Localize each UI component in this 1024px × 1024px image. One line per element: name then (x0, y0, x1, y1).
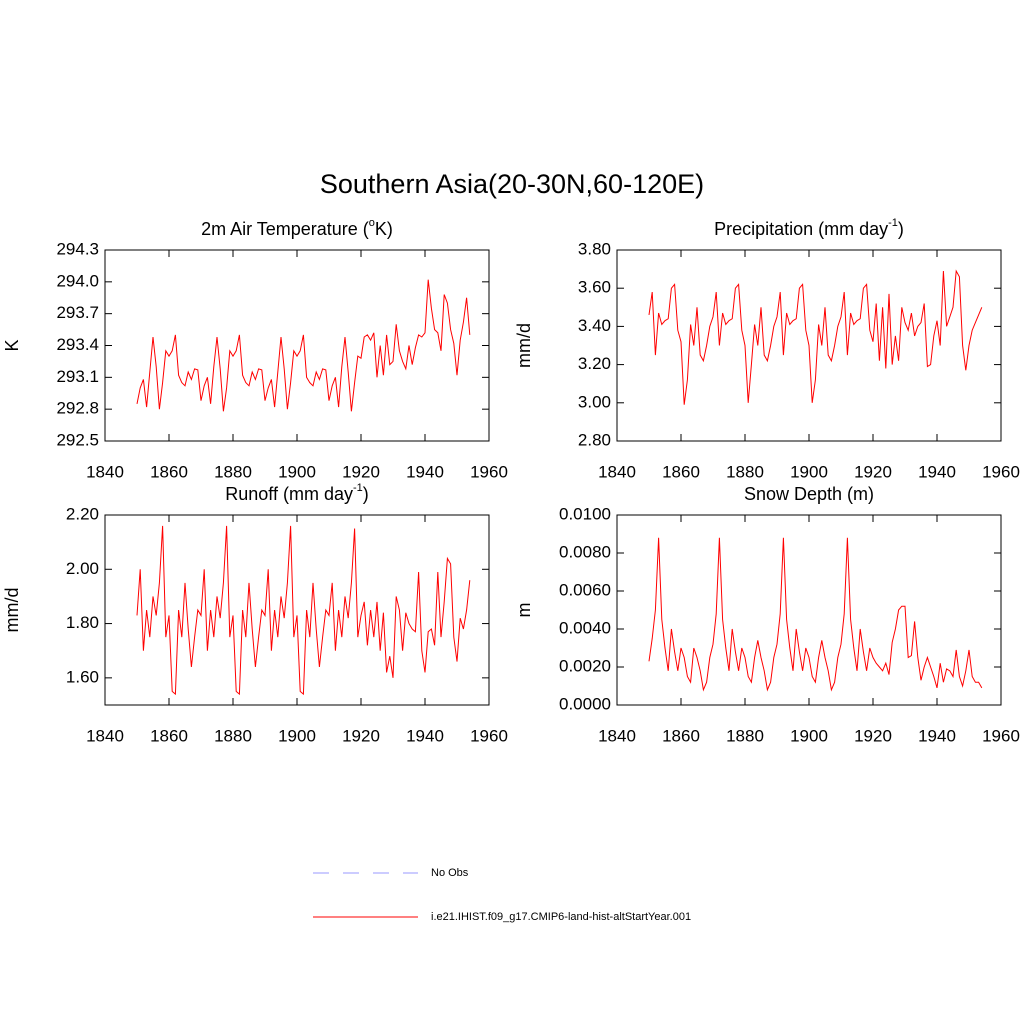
y-tick-label: 293.7 (56, 303, 99, 322)
title-sup: -1 (353, 482, 363, 494)
y-tick-label: 293.1 (56, 367, 99, 386)
data-line (648, 537, 983, 692)
x-tick-label: 1960 (982, 462, 1020, 481)
data-line (648, 269, 983, 405)
panel-title: Runoff (mm day-1) (225, 482, 369, 504)
plot-frame (104, 514, 490, 706)
x-tick-label: 1900 (790, 462, 828, 481)
x-tick-label: 1940 (406, 462, 444, 481)
x-tick-label: 1880 (726, 462, 764, 481)
x-tick-label: 1920 (854, 726, 892, 745)
panel-title: Snow Depth (m) (744, 484, 874, 504)
y-tick-label: 292.8 (56, 399, 99, 418)
y-tick-label: 3.40 (578, 316, 611, 335)
y-tick-label: 3.20 (578, 354, 611, 373)
plot-frame (616, 514, 1002, 706)
y-tick-label: 294.0 (56, 271, 99, 290)
plot-frame (616, 249, 1002, 442)
x-tick-label: 1920 (854, 462, 892, 481)
x-tick-label: 1920 (342, 726, 380, 745)
x-tick-label: 1840 (598, 462, 636, 481)
x-tick-label: 1960 (982, 726, 1020, 745)
panel-title: 2m Air Temperature (oK) (201, 217, 393, 239)
y-axis-label: m (514, 603, 534, 618)
legend-label: No Obs (431, 867, 469, 879)
x-tick-label: 1900 (790, 726, 828, 745)
y-tick-label: 2.20 (66, 504, 99, 523)
y-tick-label: 0.0000 (559, 694, 611, 713)
y-axis-label: mm/d (514, 323, 534, 368)
x-tick-label: 1860 (662, 462, 700, 481)
y-axis-label: K (2, 339, 22, 351)
x-tick-label: 1860 (150, 726, 188, 745)
x-tick-label: 1860 (662, 726, 700, 745)
y-tick-label: 2.80 (578, 430, 611, 449)
x-tick-label: 1860 (150, 462, 188, 481)
x-tick-label: 1840 (86, 462, 124, 481)
y-tick-label: 0.0060 (559, 580, 611, 599)
y-tick-label: 0.0020 (559, 656, 611, 675)
x-tick-label: 1940 (918, 462, 956, 481)
title-sup: o (369, 217, 375, 229)
y-tick-label: 293.4 (56, 335, 99, 354)
x-tick-label: 1940 (406, 726, 444, 745)
y-tick-label: 3.80 (578, 239, 611, 258)
x-tick-label: 1900 (278, 726, 316, 745)
y-axis-label: mm/d (2, 588, 22, 633)
x-tick-label: 1880 (726, 726, 764, 745)
title-text: 2m Air Temperature ( (201, 219, 369, 239)
y-tick-label: 3.00 (578, 392, 611, 411)
y-tick-label: 1.80 (66, 613, 99, 632)
data-line (136, 279, 471, 412)
x-tick-label: 1840 (86, 726, 124, 745)
data-line (136, 525, 471, 696)
y-tick-label: 0.0100 (559, 504, 611, 523)
x-tick-label: 1900 (278, 462, 316, 481)
y-tick-label: 2.00 (66, 559, 99, 578)
x-tick-label: 1960 (470, 726, 508, 745)
title-after: ) (898, 219, 904, 239)
y-tick-label: 1.60 (66, 667, 99, 686)
y-tick-label: 3.60 (578, 278, 611, 297)
x-tick-label: 1940 (918, 726, 956, 745)
x-tick-label: 1960 (470, 462, 508, 481)
title-after: K) (375, 219, 393, 239)
x-tick-label: 1880 (214, 462, 252, 481)
figure-title: Southern Asia(20-30N,60-120E) (320, 169, 704, 199)
legend-label: i.e21.IHIST.f09_g17.CMIP6-land-hist-altS… (431, 911, 691, 923)
title-text: Runoff (mm day (225, 484, 353, 504)
panel-title: Precipitation (mm day-1) (714, 217, 904, 239)
title-after: ) (363, 484, 369, 504)
plot-frame (104, 249, 490, 442)
x-tick-label: 1880 (214, 726, 252, 745)
y-tick-label: 0.0040 (559, 618, 611, 637)
y-tick-label: 294.3 (56, 239, 99, 258)
title-text: Snow Depth (m) (744, 484, 874, 504)
x-tick-label: 1920 (342, 462, 380, 481)
x-tick-label: 1840 (598, 726, 636, 745)
title-text: Precipitation (mm day (714, 219, 888, 239)
y-tick-label: 292.5 (56, 430, 99, 449)
title-sup: -1 (888, 217, 898, 229)
y-tick-label: 0.0080 (559, 542, 611, 561)
